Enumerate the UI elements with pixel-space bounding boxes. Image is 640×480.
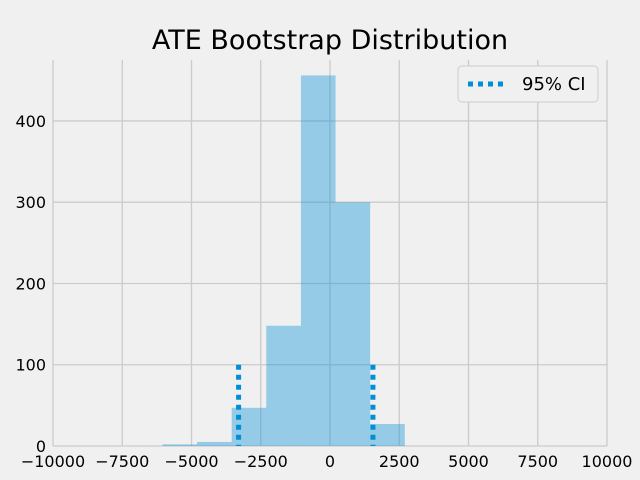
x-tick-label: −7500 — [95, 452, 149, 471]
x-tick-label: −2500 — [234, 452, 288, 471]
histogram-bar-0 — [162, 444, 198, 446]
chart-title: ATE Bootstrap Distribution — [152, 25, 508, 56]
histogram-bar-1 — [197, 441, 232, 446]
x-tick-label: −10000 — [21, 452, 85, 471]
y-tick-label: 200 — [15, 274, 46, 293]
x-axis-ticks: −10000 −7500 −5000 −2500 0 2500 5000 7500 10000 — [21, 452, 633, 471]
legend-entry-ci: 95% CI — [522, 74, 586, 95]
x-tick-label: 10000 — [582, 452, 633, 471]
x-tick-label: 0 — [325, 452, 335, 471]
y-axis-ticks: 0 100 200 300 400 — [15, 112, 46, 456]
grid — [52, 60, 608, 447]
y-tick-label: 300 — [15, 193, 46, 212]
histogram-bar-4 — [300, 75, 336, 446]
x-tick-label: 7500 — [517, 452, 558, 471]
histogram-bar-6 — [370, 424, 405, 446]
x-tick-label: −5000 — [164, 452, 218, 471]
confidence-interval-lines — [236, 364, 376, 446]
y-tick-label: 100 — [15, 356, 46, 375]
y-tick-label: 400 — [15, 112, 46, 131]
legend: 95% CI — [457, 65, 599, 103]
histogram-bar-3 — [266, 325, 301, 446]
histogram-bar-5 — [335, 202, 371, 446]
histogram-bars — [162, 75, 405, 446]
legend-box — [457, 65, 599, 103]
x-tick-label: 2500 — [379, 452, 420, 471]
x-tick-label: 5000 — [448, 452, 489, 471]
y-tick-label: 0 — [36, 437, 46, 456]
